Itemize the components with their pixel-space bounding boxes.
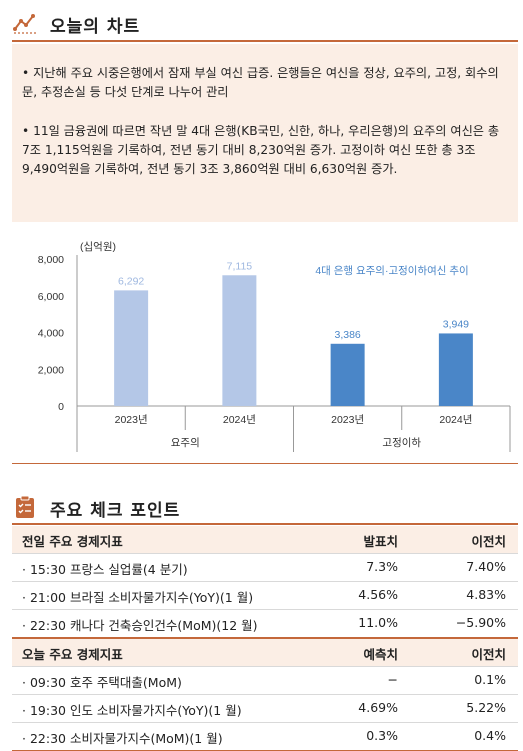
data-label: 3,949 [443,318,469,330]
table-row: · 21:00 브라질 소비자물가지수(YoY)(1 월) 4.56% 4.83… [12,582,518,610]
row-value-1: 7.3% [366,559,398,574]
summary-bullet-1: • 지난해 주요 시중은행에서 잠재 부실 여신 급증. 은행들은 여신을 정상… [22,66,499,99]
row-value-2: 4.83% [466,587,506,602]
y-tick-label: 6,000 [38,291,64,303]
row-label: · 15:30 프랑스 실업률(4 분기) [22,562,188,577]
chart-section-header: 오늘의 차트 [12,10,514,37]
section-divider [12,523,518,525]
y-tick-label: 8,000 [38,254,64,266]
y-tick-label: 2,000 [38,364,64,376]
x-tick-label: 2023년 [331,414,364,426]
row-value-2: −5.90% [455,615,506,630]
group-label: 고정이하 [382,436,421,449]
row-value-1: 4.69% [358,700,398,715]
table-row: · 19:30 인도 소비자물가지수(YoY)(1 월) 4.69% 5.22% [12,695,518,723]
summary-bullet-2: • 11일 금융권에 따르면 작년 말 4대 은행(KB국민, 신한, 하나, … [22,124,500,176]
checkpoint-section-header: 주요 체크 포인트 [12,494,514,521]
chart-title: 4대 은행 요주의·고정이하여신 추이 [315,264,468,277]
bar [114,290,149,406]
row-value-1: 4.56% [358,587,398,602]
row-value-2: 5.22% [466,700,506,715]
row-value-1: 0.3% [366,728,398,743]
y-tick-label: 0 [58,401,64,413]
prev-indicators-header: 전일 주요 경제지표 발표치 이전치 [12,526,518,554]
y-axis-label: (십억원) [80,241,116,253]
group-label: 요주의 [171,437,200,449]
x-tick-label: 2023년 [115,414,148,426]
row-value-2: 0.4% [474,728,506,743]
chart-section-title: 오늘의 차트 [50,17,141,37]
x-tick-label: 2024년 [439,414,472,426]
prev-header-col2: 이전치 [471,534,506,549]
row-label: · 19:30 인도 소비자물가지수(YoY)(1 월) [22,703,242,718]
row-value-2: 7.40% [466,559,506,574]
table-row: · 22:30 소비자물가지수(MoM)(1 월) 0.3% 0.4% [12,723,518,751]
checkpoint-section-title: 주요 체크 포인트 [50,501,181,521]
data-label: 3,386 [334,329,360,341]
today-header-col1: 예측치 [363,647,398,662]
checklist-icon [16,495,34,518]
row-value-1: 11.0% [358,615,398,630]
row-label: · 22:30 캐나다 건축승인건수(MoM)(12 월) [22,618,258,633]
table-row: · 22:30 캐나다 건축승인건수(MoM)(12 월) 11.0% −5.9… [12,610,518,639]
row-value-2: 0.1% [474,672,506,687]
today-header-col2: 이전치 [471,647,506,662]
bar [438,333,473,406]
bar-chart-svg: (십억원) 8,000 6,000 4,000 2,000 0 6,292 2023년 7,11… [38,241,511,452]
prev-header-col1: 발표치 [363,534,398,549]
table-row: · 09:30 호주 주택대출(MoM) − 0.1% [12,667,518,695]
chart-bottom-divider [12,463,518,464]
bar [222,275,257,406]
y-tick-label: 4,000 [38,328,64,340]
today-indicators-header: 오늘 주요 경제지표 예측치 이전치 [12,639,518,667]
row-label: · 21:00 브라질 소비자물가지수(YoY)(1 월) [22,590,254,605]
section-divider [12,40,518,42]
table-row: · 15:30 프랑스 실업률(4 분기) 7.3% 7.40% [12,554,518,582]
data-label: 7,115 [227,260,253,272]
row-value-1: − [387,672,398,687]
row-label: · 22:30 소비자물가지수(MoM)(1 월) [22,731,223,746]
row-label: · 09:30 호주 주택대출(MoM) [22,675,182,690]
x-tick-label: 2024년 [223,414,256,426]
line-chart-icon [13,14,36,34]
bar-chart: (십억원) 8,000 6,000 4,000 2,000 0 6,292 2023년 7,11… [12,232,518,462]
prev-header-label: 전일 주요 경제지표 [22,534,123,549]
summary-box: • 지난해 주요 시중은행에서 잠재 부실 여신 급증. 은행들은 여신을 정상… [12,44,518,222]
today-header-label: 오늘 주요 경제지표 [22,647,123,662]
bar [330,343,365,406]
data-label: 6,292 [118,275,144,287]
indicator-table: 전일 주요 경제지표 발표치 이전치 · 15:30 프랑스 실업률(4 분기)… [12,526,518,751]
